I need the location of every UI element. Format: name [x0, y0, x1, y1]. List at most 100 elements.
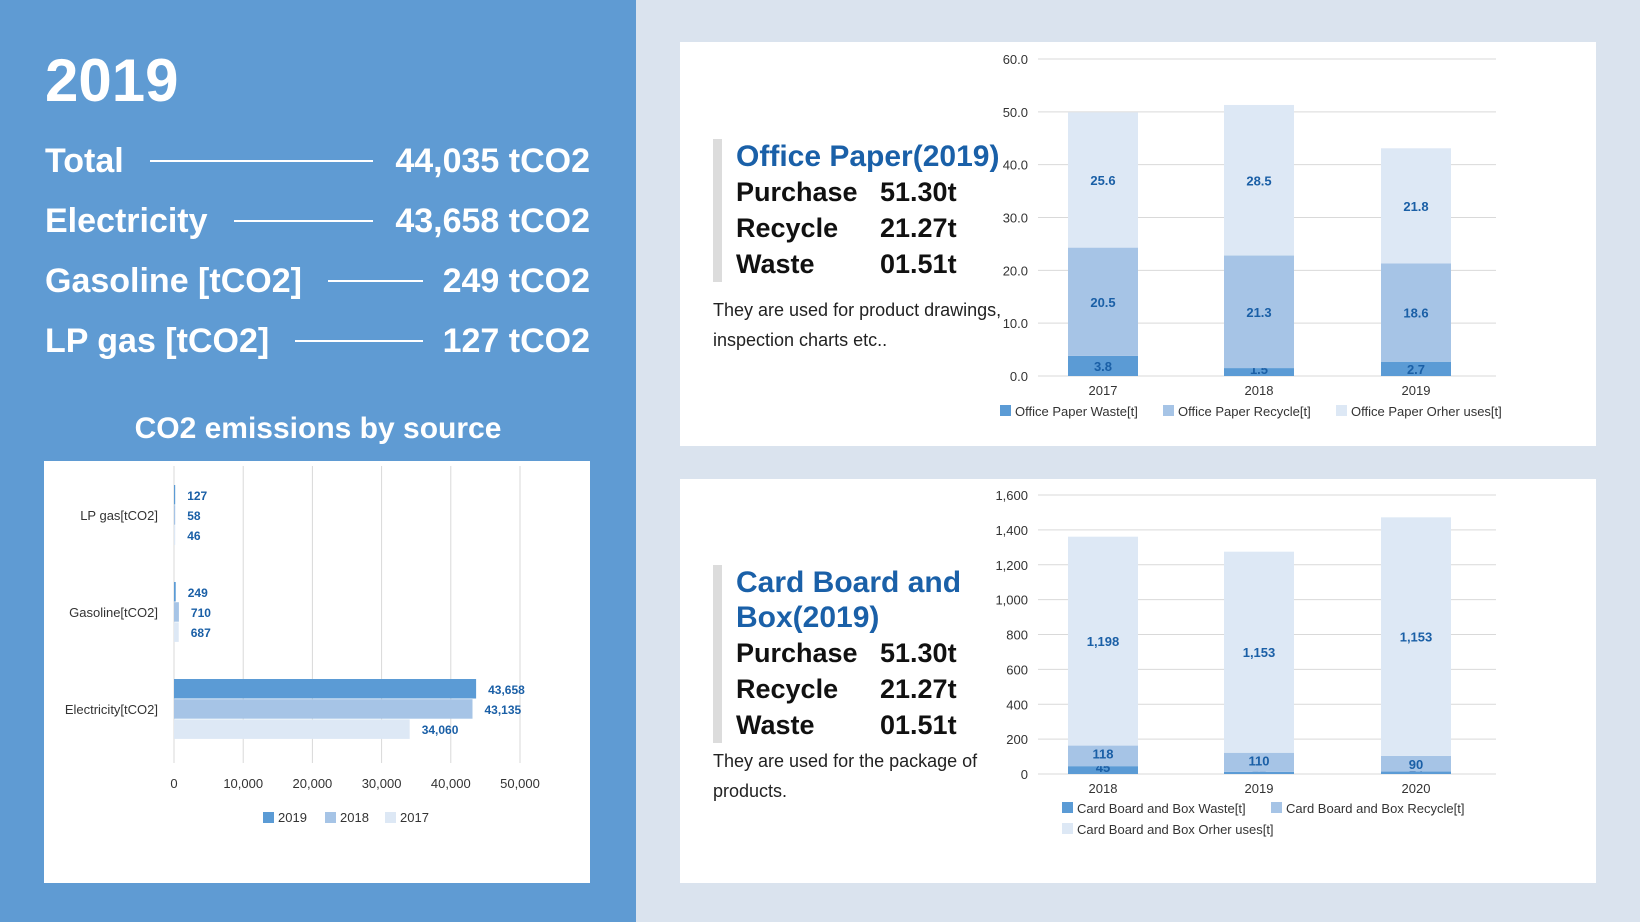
- card-board-card: Card Board and Box(2019) Purchase 51.30t…: [680, 479, 1596, 883]
- data-label: 3.8: [1094, 359, 1112, 374]
- y-tick-label: 10.0: [1003, 316, 1028, 331]
- bar-segment: [1224, 551, 1294, 753]
- legend-swatch: [1062, 802, 1073, 813]
- office-paper-title: Office Paper(2019): [736, 140, 1000, 173]
- stat-label: Gasoline [tCO2]: [45, 261, 302, 300]
- data-label: 25.6: [1090, 173, 1115, 188]
- data-label: 43,658: [488, 683, 525, 697]
- bar: [174, 505, 176, 525]
- office-paper-card: Office Paper(2019) Purchase 51.30t Recyc…: [680, 42, 1596, 446]
- x-tick-label: 2019: [1402, 383, 1431, 398]
- stat-row-electricity: Electricity 43,658 tCO2: [45, 199, 590, 243]
- card-board-description: They are used for the package of product…: [713, 751, 978, 801]
- y-tick-label: 1,200: [996, 558, 1028, 573]
- data-label: 21.3: [1246, 305, 1271, 320]
- bar: [174, 719, 410, 739]
- waste-value: 01.51t: [880, 249, 957, 279]
- bar-segment: [1381, 361, 1451, 376]
- category-label: LP gas[tCO2]: [80, 508, 158, 523]
- purchase-label: Purchase: [736, 638, 858, 668]
- y-tick-label: 600: [1006, 662, 1028, 677]
- data-label: 46: [187, 529, 201, 543]
- y-tick-label: 30.0: [1003, 211, 1028, 226]
- co2-emissions-chart: 0 10,000 20,000 30,000 40,000 50,000 LP gas[tC…: [65, 466, 540, 825]
- x-tick-label: 2018: [1245, 383, 1274, 398]
- data-label: 249: [188, 586, 208, 600]
- y-tick-label: 60.0: [1003, 52, 1028, 67]
- data-label: 687: [191, 626, 211, 640]
- stat-row-gasoline: Gasoline [tCO2] 249 tCO2: [45, 259, 590, 303]
- data-label: 710: [191, 606, 211, 620]
- legend-label: 2019: [278, 810, 307, 825]
- card-board-title: Card Board and Box(2019): [736, 566, 962, 634]
- recycle-value: 21.27t: [880, 213, 957, 243]
- bar-segment: [1381, 263, 1451, 362]
- bar: [174, 485, 176, 505]
- data-label: 1,153: [1243, 645, 1276, 660]
- card-board-chart: 02004006008001,0001,2001,4001,600451181,…: [996, 488, 1496, 837]
- stat-value: 249 tCO2: [442, 261, 590, 300]
- x-tick-label: 50,000: [500, 776, 540, 791]
- bar-segment: [1068, 112, 1138, 248]
- data-label: 1,198: [1087, 634, 1120, 649]
- legend-swatch: [1336, 405, 1347, 416]
- recycle-label: Recycle: [736, 674, 839, 704]
- y-tick-label: 400: [1006, 697, 1028, 712]
- legend-label: 2018: [340, 810, 369, 825]
- bar-segment: [1068, 247, 1138, 356]
- bar-segment: [1068, 766, 1138, 774]
- x-tick-label: 2018: [1089, 781, 1118, 796]
- bar: [174, 582, 176, 602]
- y-tick-label: 800: [1006, 628, 1028, 643]
- legend-swatch: [1062, 823, 1073, 834]
- x-tick-label: 10,000: [223, 776, 263, 791]
- stat-label: LP gas [tCO2]: [45, 321, 270, 360]
- x-tick-label: 2019: [1245, 781, 1274, 796]
- card-board-info: Card Board and Box(2019) Purchase 51.30t…: [713, 565, 976, 743]
- waste-row: Waste 01.51t: [736, 707, 976, 743]
- data-label: 18.6: [1403, 306, 1428, 321]
- co2-chart-card: 0 10,000 20,000 30,000 40,000 50,000 LP gas[tC…: [44, 461, 590, 883]
- legend-swatch: [263, 812, 274, 823]
- bar-segment: [1224, 104, 1294, 256]
- data-label: 1,153: [1400, 630, 1433, 645]
- x-tick-label: 2020: [1402, 781, 1431, 796]
- office-paper-chart: 0.0 10.0 20.0 30.0 40.0 50.0 60.0 3.8 20.5 25.6 20…: [1000, 52, 1502, 419]
- data-label: 58: [187, 509, 201, 523]
- y-tick-label: 1,400: [996, 523, 1028, 538]
- bar: [174, 699, 473, 719]
- y-tick-label: 20.0: [1003, 263, 1028, 278]
- legend-label: Card Board and Box Orher uses[t]: [1077, 822, 1274, 837]
- stat-label: Total: [45, 141, 124, 180]
- office-paper-info: Office Paper(2019) Purchase 51.30t Recyc…: [713, 139, 999, 282]
- purchase-value: 51.30t: [880, 638, 957, 668]
- x-tick-label: 30,000: [362, 776, 402, 791]
- stat-divider: [327, 280, 423, 282]
- co2-chart-title: CO2 emissions by source: [134, 412, 502, 445]
- summary-year: 2019: [45, 47, 179, 114]
- waste-value: 01.51t: [880, 710, 957, 740]
- y-tick-label: 1,600: [996, 488, 1028, 503]
- bar-segment: [1068, 355, 1138, 376]
- category-label: Electricity[tCO2]: [65, 702, 158, 717]
- bar-segment: [1381, 771, 1451, 774]
- bar-segment: [1068, 745, 1138, 767]
- office-paper-description: They are used for product drawings, insp…: [713, 300, 1002, 350]
- y-tick-label: 200: [1006, 732, 1028, 747]
- legend-label: Card Board and Box Recycle[t]: [1286, 801, 1464, 816]
- y-tick-label: 0.0: [1010, 369, 1028, 384]
- data-label: 43,135: [484, 703, 521, 717]
- purchase-row: Purchase 51.30t: [736, 174, 999, 210]
- data-label: 34,060: [422, 723, 459, 737]
- bar: [174, 679, 477, 699]
- waste-label: Waste: [736, 710, 815, 740]
- stat-divider: [233, 220, 374, 222]
- data-label: 20.5: [1090, 295, 1115, 310]
- stat-divider: [295, 340, 423, 342]
- data-label: 127: [187, 489, 207, 503]
- x-tick-label: 40,000: [431, 776, 471, 791]
- bar-segment: [1381, 755, 1451, 772]
- purchase-label: Purchase: [736, 177, 858, 207]
- bar-segment: [1224, 771, 1294, 774]
- legend-swatch: [1271, 802, 1282, 813]
